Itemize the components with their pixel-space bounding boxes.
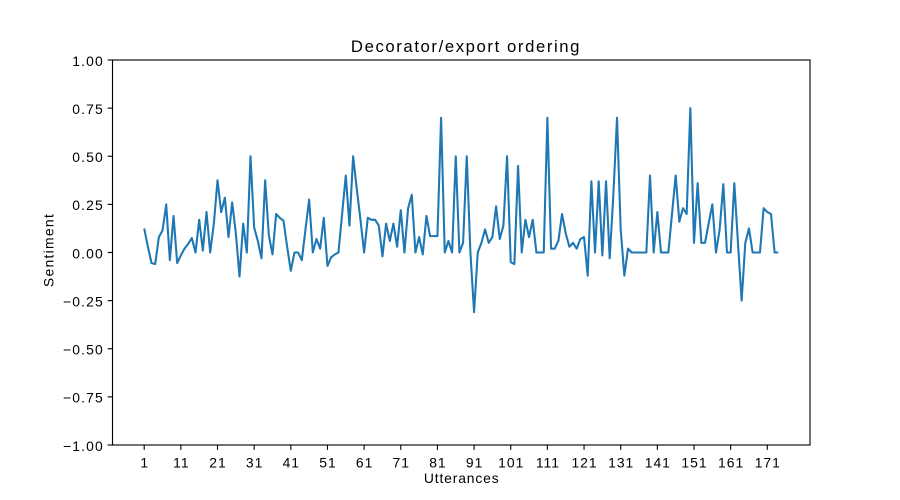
svg-text:Sentiment: Sentiment (41, 213, 57, 287)
svg-text:0.25: 0.25 (72, 197, 104, 213)
svg-text:101: 101 (498, 455, 524, 471)
svg-text:71: 71 (393, 455, 410, 471)
svg-text:1.00: 1.00 (72, 53, 104, 69)
svg-text:1: 1 (140, 455, 149, 471)
svg-text:41: 41 (283, 455, 300, 471)
svg-text:0.75: 0.75 (72, 101, 104, 117)
svg-text:91: 91 (466, 455, 483, 471)
svg-text:161: 161 (718, 455, 744, 471)
svg-text:11: 11 (173, 455, 189, 471)
svg-text:111: 111 (536, 455, 560, 471)
svg-text:Decorator/export ordering: Decorator/export ordering (351, 37, 581, 56)
svg-text:−0.25: −0.25 (63, 293, 104, 309)
svg-text:121: 121 (571, 455, 597, 471)
svg-text:61: 61 (356, 455, 373, 471)
svg-text:51: 51 (319, 455, 336, 471)
svg-text:Utterances: Utterances (424, 470, 500, 486)
svg-text:0.00: 0.00 (72, 245, 104, 261)
svg-text:81: 81 (429, 455, 446, 471)
svg-text:21: 21 (209, 455, 226, 471)
svg-text:171: 171 (755, 455, 781, 471)
svg-text:−0.75: −0.75 (63, 390, 104, 406)
svg-text:31: 31 (246, 455, 263, 471)
svg-text:131: 131 (608, 455, 634, 471)
svg-text:−0.50: −0.50 (63, 342, 104, 358)
svg-text:141: 141 (645, 455, 671, 471)
svg-text:0.50: 0.50 (72, 149, 104, 165)
svg-text:151: 151 (681, 455, 707, 471)
svg-text:−1.00: −1.00 (63, 438, 104, 454)
